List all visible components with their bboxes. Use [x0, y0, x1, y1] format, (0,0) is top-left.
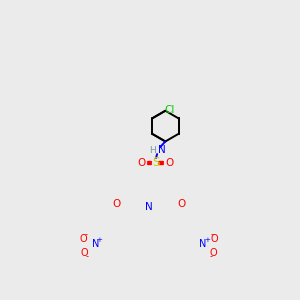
Text: H: H: [149, 146, 155, 155]
Text: O: O: [79, 234, 87, 244]
Text: -: -: [209, 252, 212, 261]
Text: O: O: [137, 158, 146, 168]
Text: +: +: [204, 237, 210, 243]
Text: O: O: [211, 234, 218, 244]
Text: +: +: [97, 237, 103, 243]
Text: -: -: [210, 230, 213, 239]
Text: O: O: [178, 199, 186, 209]
Text: N: N: [158, 145, 166, 155]
Text: -: -: [84, 230, 87, 239]
Text: O: O: [112, 199, 120, 209]
Text: -: -: [85, 252, 88, 261]
Text: N: N: [199, 239, 206, 250]
Text: O: O: [166, 158, 174, 168]
Text: N: N: [92, 239, 99, 250]
Text: Cl: Cl: [164, 105, 175, 115]
Text: O: O: [210, 248, 218, 258]
Text: S: S: [152, 156, 159, 169]
Text: N: N: [145, 202, 153, 212]
Text: O: O: [80, 248, 88, 258]
